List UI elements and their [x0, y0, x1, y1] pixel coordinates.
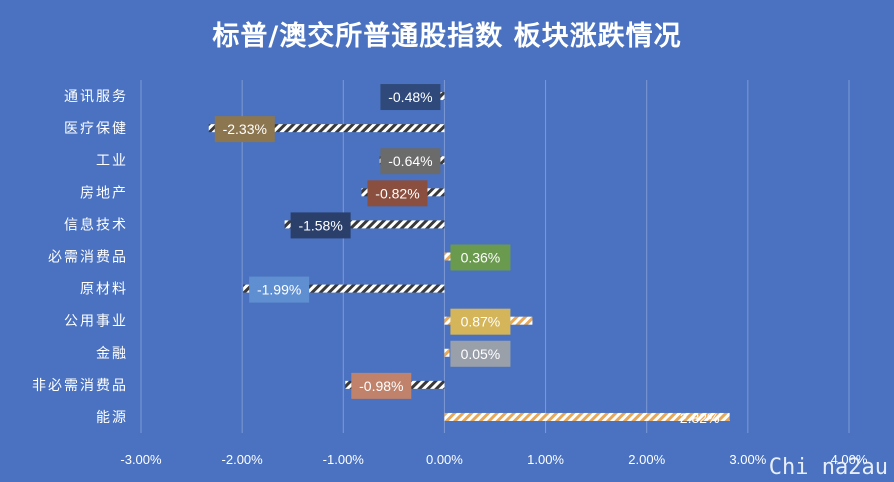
x-tick-label: -3.00% [120, 452, 162, 467]
x-tick-label: 2.00% [628, 452, 665, 467]
category-label: 通讯服务 [64, 89, 128, 105]
data-label-box [367, 180, 428, 207]
data-label: 0.05% [461, 346, 501, 362]
category-label: 非必需消费品 [32, 378, 128, 394]
category-label: 金融 [96, 346, 128, 362]
data-label: -0.82% [375, 185, 419, 201]
category-label: 必需消费品 [48, 250, 128, 266]
bar [243, 284, 445, 293]
data-label-box [214, 116, 275, 143]
data-label-box [380, 148, 441, 175]
data-label-box [450, 244, 511, 271]
x-tick-label: 3.00% [729, 452, 766, 467]
data-label: -0.64% [388, 153, 432, 169]
data-label: 0.87% [461, 314, 501, 330]
data-label: -1.58% [298, 217, 342, 233]
bar [284, 220, 445, 229]
data-label: 0.36% [461, 250, 501, 266]
data-label: -2.33% [223, 121, 267, 137]
bar [208, 124, 445, 133]
x-tick-labels: -3.00% -2.00% -1.00% 0.00% 1.00% 2.00% 3.00% 4.… [120, 452, 867, 467]
x-tick-label: 1.00% [527, 452, 564, 467]
x-tick-label: -2.00% [222, 452, 264, 467]
category-label: 工业 [96, 153, 128, 169]
data-label-box [450, 340, 511, 367]
category-label: 原材料 [80, 282, 128, 298]
x-tick-label: 4.00% [831, 452, 868, 467]
category-label: 能源 [96, 410, 128, 426]
x-tick-label: -1.00% [323, 452, 365, 467]
data-label: 2.82% [680, 410, 720, 426]
data-label-box [351, 372, 412, 399]
data-label: -1.99% [257, 282, 301, 298]
data-label: -0.48% [388, 89, 432, 105]
data-label-box [380, 84, 441, 111]
data-label-box [450, 308, 511, 335]
category-label: 公用事业 [64, 314, 128, 330]
chart-title: 标普/澳交所普通股指数 板块涨跌情况 [212, 21, 682, 52]
category-label: 房地产 [80, 185, 128, 201]
category-label: 医疗保健 [64, 121, 128, 137]
data-label-box [290, 212, 351, 239]
watermark: Chi na2au [768, 455, 888, 480]
bar [444, 412, 730, 421]
data-labels: -0.48% -2.33% -0.64% -0.82% -1.58% 0.36% -1.99… [214, 84, 720, 426]
category-label: 信息技术 [64, 216, 128, 233]
data-label-box [249, 276, 310, 303]
x-tick-label: 0.00% [426, 452, 463, 467]
bar [444, 348, 450, 357]
data-label: -0.98% [359, 378, 403, 394]
